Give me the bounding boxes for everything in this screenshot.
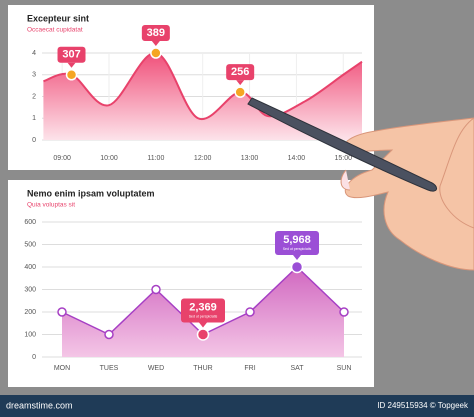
callout-box bbox=[141, 25, 170, 41]
x-tick-label: TUES bbox=[100, 365, 119, 372]
callout-tip bbox=[236, 80, 245, 86]
y-tick-label: 400 bbox=[24, 264, 36, 271]
y-tick-label: 0 bbox=[32, 137, 36, 144]
point-marker bbox=[234, 86, 246, 98]
point-marker bbox=[65, 69, 78, 81]
point-marker bbox=[104, 329, 114, 340]
x-tick-label: WED bbox=[148, 365, 164, 372]
callout-box bbox=[181, 298, 225, 323]
x-tick-label: THUR bbox=[193, 365, 212, 372]
point-marker bbox=[151, 284, 161, 295]
point-marker bbox=[57, 307, 67, 317]
x-tick-label: 10:00 bbox=[100, 155, 118, 162]
callout-box bbox=[57, 46, 86, 63]
x-tick-label: SAT bbox=[290, 365, 304, 372]
callout-tip bbox=[151, 41, 160, 46]
y-tick-label: 2 bbox=[32, 93, 36, 100]
y-tick-label: 200 bbox=[24, 309, 36, 316]
footer-bar bbox=[0, 395, 474, 417]
point-marker bbox=[245, 307, 255, 317]
x-tick-label: 11:00 bbox=[147, 155, 164, 162]
callout-box bbox=[275, 231, 319, 255]
y-tick-label: 1 bbox=[32, 115, 36, 122]
point-marker bbox=[150, 47, 162, 59]
y-tick-label: 4 bbox=[32, 50, 36, 57]
line bbox=[43, 52, 363, 121]
chart-subtitle: Occaecat cupidatat bbox=[27, 27, 83, 34]
chart-title: Excepteur sint bbox=[27, 13, 89, 23]
x-tick-label: SUN bbox=[337, 365, 352, 372]
y-tick-label: 0 bbox=[32, 354, 36, 361]
x-tick-label: 15:00 bbox=[334, 155, 352, 162]
callout-value: 2,369 bbox=[189, 301, 217, 313]
y-tick-label: 3 bbox=[32, 72, 36, 79]
x-tick-label: 12:00 bbox=[194, 155, 212, 162]
callout-value: 256 bbox=[231, 66, 249, 78]
x-tick-label: MON bbox=[54, 365, 70, 372]
y-tick-label: 600 bbox=[24, 219, 36, 226]
callout-sub: Sed ut perspiciatis bbox=[283, 247, 312, 251]
callout-box bbox=[226, 64, 255, 81]
y-tick-label: 300 bbox=[24, 286, 36, 293]
x-tick-label: 13:00 bbox=[241, 155, 259, 162]
x-tick-label: 09:00 bbox=[53, 155, 71, 162]
y-tick-label: 100 bbox=[24, 331, 36, 338]
callout-value: 5,968 bbox=[283, 234, 311, 246]
callout-value: 389 bbox=[147, 27, 165, 39]
footer-credit: ID 249515934 © Topgeek bbox=[377, 401, 469, 410]
callout-tip bbox=[199, 322, 207, 328]
chart-title: Nemo enim ipsam voluptatem bbox=[27, 188, 155, 198]
footer-site: dreamstime.com bbox=[6, 400, 73, 410]
point-marker bbox=[196, 328, 210, 341]
callout-value: 307 bbox=[62, 49, 80, 61]
callout-tip bbox=[67, 62, 76, 68]
point-marker bbox=[339, 307, 349, 317]
chart-subtitle: Quia voluptas sit bbox=[27, 202, 75, 209]
x-tick-label: FRI bbox=[244, 365, 255, 372]
y-tick-label: 500 bbox=[24, 241, 36, 248]
point-marker bbox=[290, 260, 304, 274]
callout-sub: Sed ut perspiciatis bbox=[189, 314, 218, 318]
hand bbox=[247, 97, 474, 271]
x-tick-label: 14:00 bbox=[288, 155, 306, 162]
callout-tip bbox=[293, 255, 301, 260]
